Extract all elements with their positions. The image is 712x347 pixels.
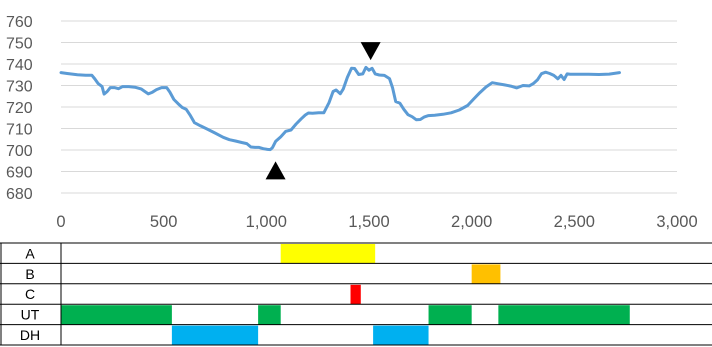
- track-b-segment: [471, 264, 501, 284]
- y-tick-label: 760: [6, 14, 33, 31]
- x-tick-label: 2,500: [554, 213, 595, 231]
- track-a-segment: [280, 244, 376, 264]
- track-ut-segment: [498, 305, 630, 325]
- track-c-segment: [350, 284, 361, 305]
- elevation-series: [59, 65, 621, 152]
- y-tick-label: 700: [6, 143, 33, 160]
- track-labels: ABC UT DH: [20, 245, 40, 343]
- x-tick-label: 1,000: [246, 213, 287, 231]
- y-tick-label: 750: [6, 36, 33, 53]
- y-tick-label: 740: [6, 57, 33, 74]
- track-ut-segment: [258, 305, 281, 325]
- elevation-line-chart: 680 690 700 710 720 730 740 750 760 0 500 1,000 1,5…: [6, 14, 698, 231]
- horizontal-gridlines: [61, 20, 677, 194]
- x-tick-label: 0: [56, 213, 65, 231]
- track-label-c: C: [25, 286, 35, 302]
- track-ut-segment: [428, 305, 472, 325]
- valley-marker-triangle-up: [265, 161, 286, 180]
- track-label-dh: DH: [20, 327, 40, 343]
- elevation-line: [59, 65, 621, 152]
- x-axis-tick-labels: 0 500 1,000 1,500 2,000 2,500 3,000: [56, 213, 697, 231]
- y-tick-label: 680: [6, 186, 33, 203]
- track-ut-segment: [61, 305, 172, 325]
- segment-track-table: ABC UT DH: [0, 242, 712, 346]
- y-tick-label: 710: [6, 122, 33, 139]
- track-label-a: A: [25, 245, 35, 261]
- x-tick-label: 1,500: [348, 213, 389, 231]
- track-segment-bars: [61, 244, 630, 345]
- track-label-b: B: [25, 266, 34, 282]
- x-tick-label: 2,000: [451, 213, 492, 231]
- peak-marker-triangle-down: [360, 42, 381, 61]
- track-dh-segment: [171, 325, 259, 345]
- y-tick-label: 690: [6, 165, 33, 182]
- x-tick-label: 3,000: [656, 213, 697, 231]
- y-tick-label: 720: [6, 100, 33, 117]
- peak-valley-markers: [265, 42, 381, 180]
- track-label-ut: UT: [21, 307, 40, 323]
- track-table-borders: [0, 242, 712, 346]
- y-tick-label: 730: [6, 79, 33, 96]
- x-tick-label: 500: [150, 213, 178, 231]
- track-dh-segment: [373, 325, 429, 345]
- y-axis-tick-labels: 680 690 700 710 720 730 740 750 760: [6, 14, 33, 203]
